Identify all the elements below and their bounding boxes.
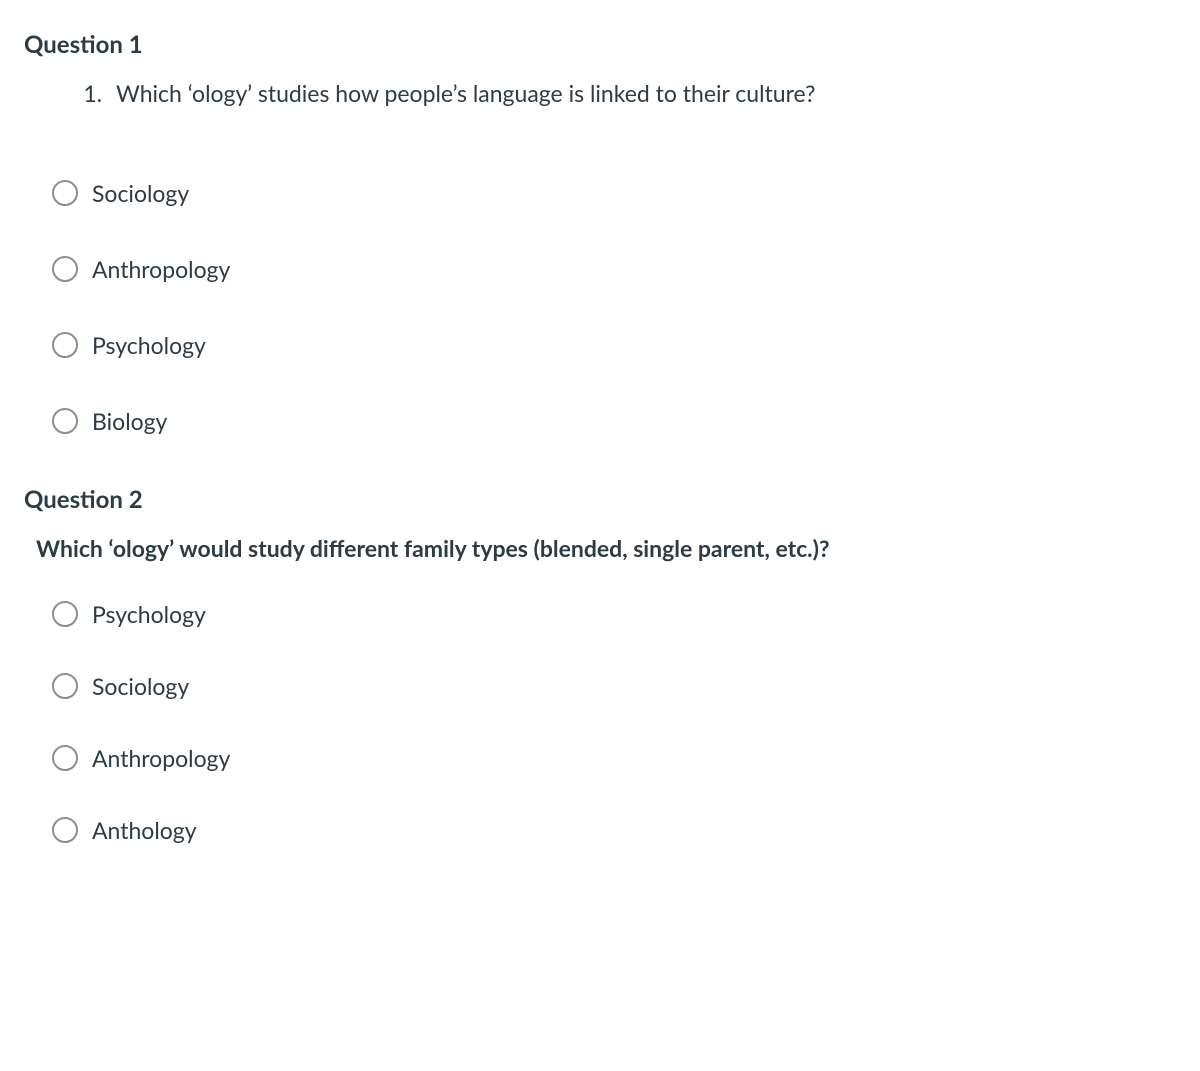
radio-icon [52,601,78,627]
question-1-option-2[interactable]: Psychology [52,331,1176,359]
question-1-block: Question 1 Which ‘ology’ studies how peo… [24,30,1176,435]
question-1-prompt-list: Which ‘ology’ studies how people’s langu… [24,77,1176,109]
question-2-option-0[interactable]: Psychology [52,600,1176,628]
radio-icon [52,332,78,358]
radio-icon [52,673,78,699]
question-2-option-3[interactable]: Anthology [52,816,1176,844]
radio-icon [52,256,78,282]
question-1-options: Sociology Anthropology Psychology Biolog… [24,179,1176,435]
option-label: Anthology [92,816,197,844]
question-2-title: Question 2 [24,485,1176,514]
option-label: Sociology [92,179,189,207]
question-1-prompt: Which ‘ology’ studies how people’s langu… [108,77,1176,109]
question-2-option-2[interactable]: Anthropology [52,744,1176,772]
question-1-option-0[interactable]: Sociology [52,179,1176,207]
option-label: Biology [92,407,167,435]
option-label: Anthropology [92,744,230,772]
option-label: Sociology [92,672,189,700]
radio-icon [52,408,78,434]
radio-icon [52,180,78,206]
option-label: Anthropology [92,255,230,283]
question-2-block: Question 2 Which ‘ology’ would study dif… [24,485,1176,844]
question-1-option-3[interactable]: Biology [52,407,1176,435]
question-2-prompt: Which ‘ology’ would study different fami… [36,532,1176,564]
radio-icon [52,745,78,771]
question-2-option-1[interactable]: Sociology [52,672,1176,700]
question-1-option-1[interactable]: Anthropology [52,255,1176,283]
option-label: Psychology [92,331,206,359]
radio-icon [52,817,78,843]
option-label: Psychology [92,600,206,628]
question-1-title: Question 1 [24,30,1176,59]
question-2-options: Psychology Sociology Anthropology Anthol… [24,600,1176,844]
